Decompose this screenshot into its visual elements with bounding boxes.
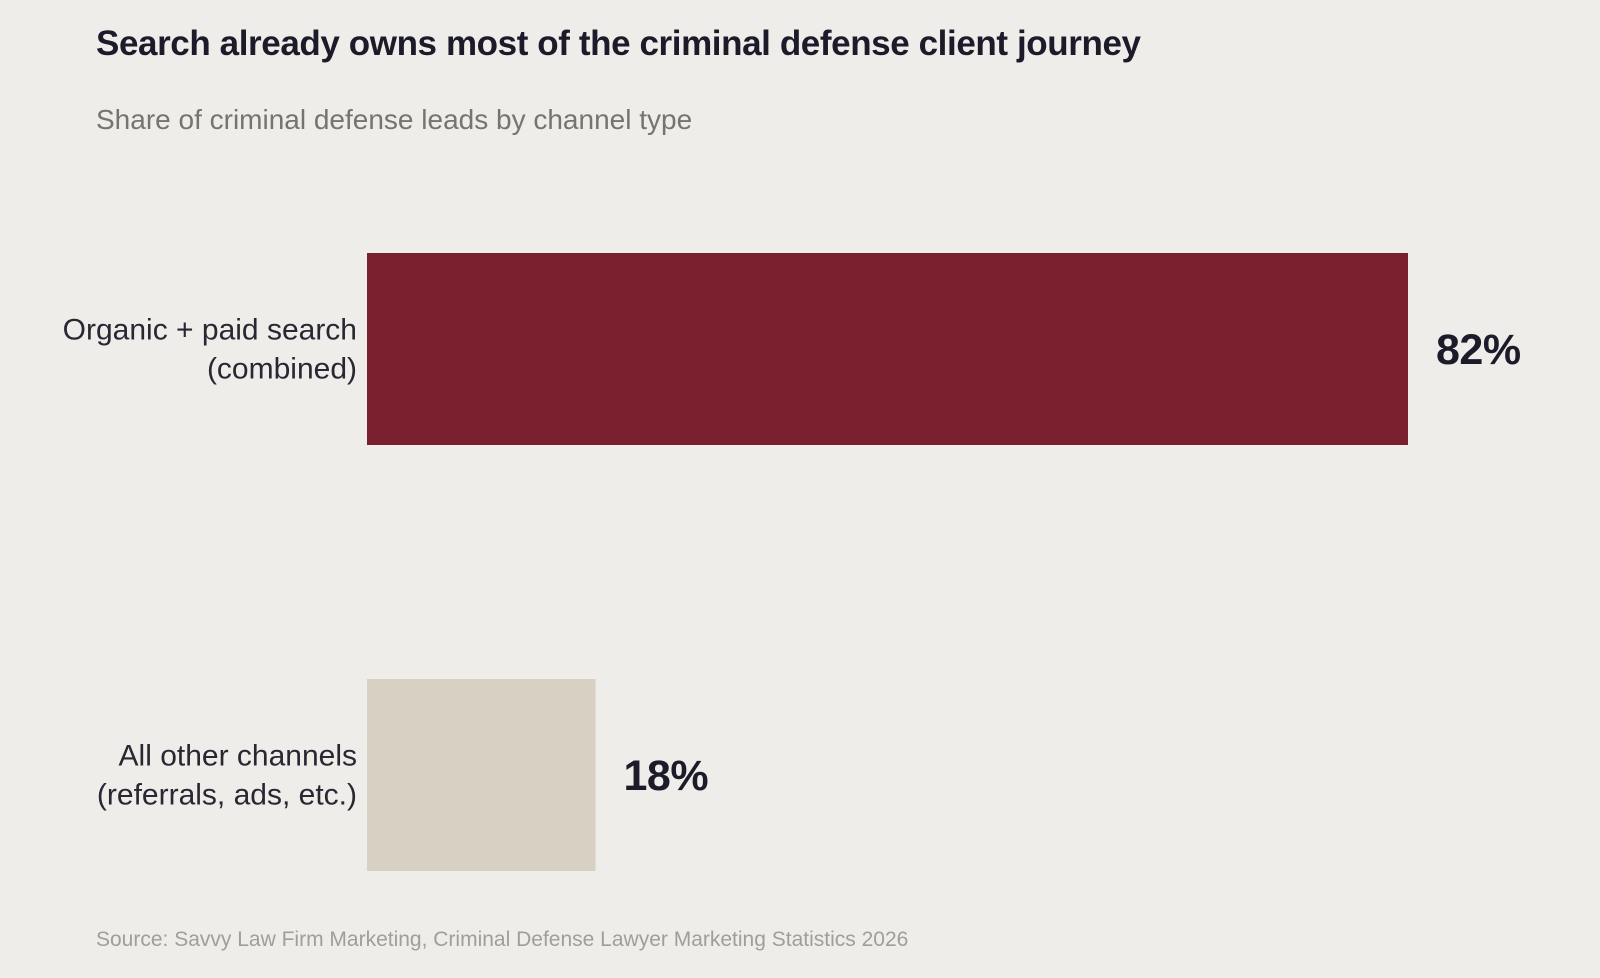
category-label-line: (combined) <box>207 353 357 386</box>
bar-1 <box>367 253 1408 445</box>
chart-subtitle: Share of criminal defense leads by chann… <box>96 104 693 135</box>
value-label-2: 18% <box>624 752 709 800</box>
chart-title: Search already owns most of the criminal… <box>96 24 1141 63</box>
source-note: Source: Savvy Law Firm Marketing, Crimin… <box>96 928 909 951</box>
category-label-2: All other channels (referrals, ads, etc.) <box>97 740 357 812</box>
category-label-line: All other channels <box>119 740 357 773</box>
value-label-1: 82% <box>1436 326 1521 374</box>
category-label-line: Organic + paid search <box>63 314 357 347</box>
category-label-line: (referrals, ads, etc.) <box>97 779 357 812</box>
bar-2 <box>367 679 596 871</box>
category-label-1: Organic + paid search (combined) <box>63 314 357 386</box>
